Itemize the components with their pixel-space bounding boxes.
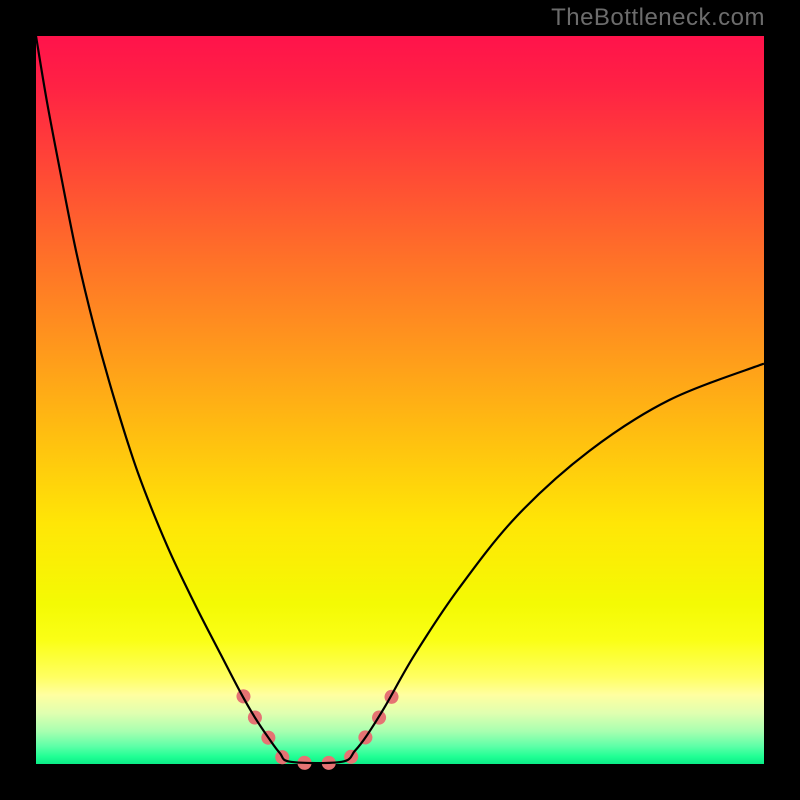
curve-layer — [0, 0, 800, 800]
main-curve — [36, 36, 764, 763]
chart-root: TheBottleneck.com — [0, 0, 800, 800]
watermark-text: TheBottleneck.com — [551, 4, 765, 32]
